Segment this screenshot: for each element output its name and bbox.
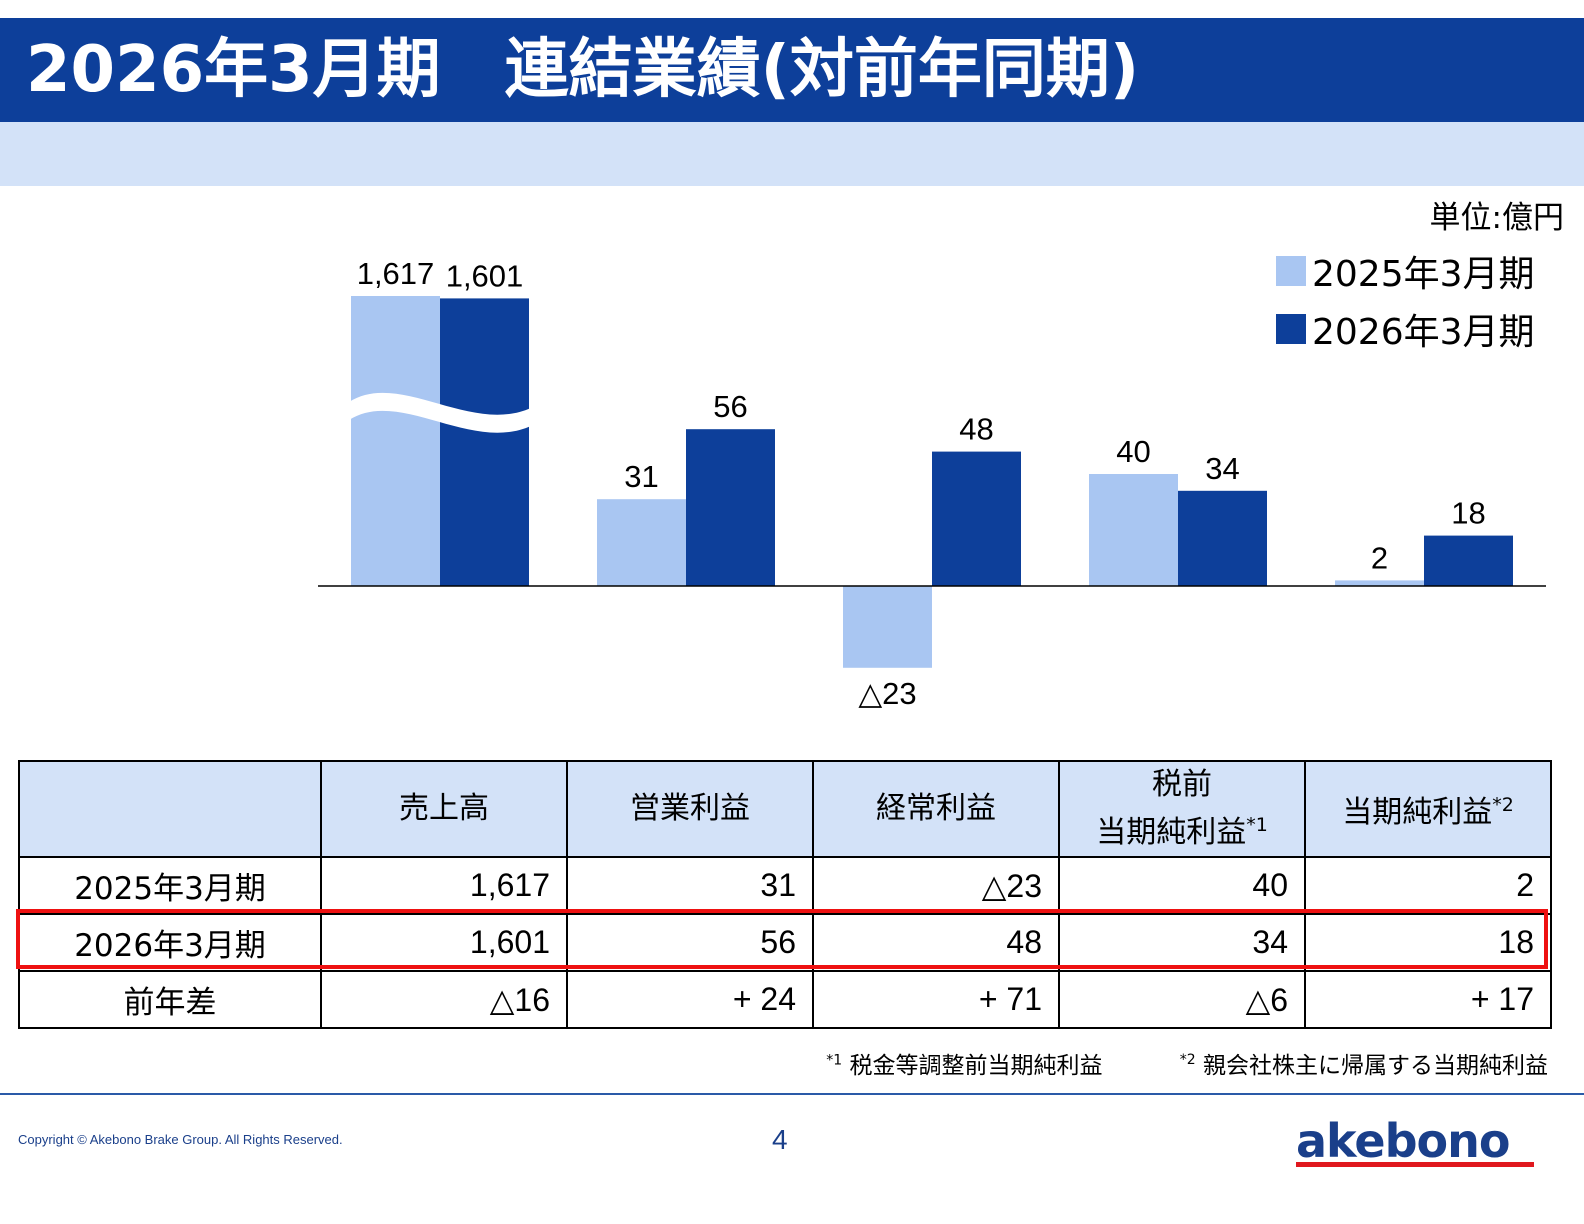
legend-label-2026: 2026年3月期: [1312, 312, 1535, 353]
cell-pretax-profit: 34: [1058, 913, 1306, 972]
bar-chart: 1,617 1,601 31 56 △23 48 40 34 2 18: [318, 256, 1546, 711]
title-bar: 2026年3月期 連結業績(対前年同期): [0, 18, 1584, 122]
copyright: Copyright © Akebono Brake Group. All Rig…: [18, 1132, 343, 1147]
page-title: 2026年3月期 連結業績(対前年同期): [26, 33, 1140, 107]
legend-swatch-2025: [1276, 256, 1306, 286]
bar-2025-2: [843, 586, 932, 668]
cell-pretax-profit: △6: [1058, 970, 1306, 1029]
bar-2025-0: [351, 296, 440, 586]
cell-sales: △16: [320, 970, 568, 1029]
cell-sales: 1,617: [320, 856, 568, 915]
table-row-2026: 2026年3月期 1,601 56 48 34 18: [18, 913, 1552, 972]
cell-operating-profit: 31: [566, 856, 814, 915]
header-footnote-mark: *1: [1246, 814, 1268, 836]
table-row-2025: 2025年3月期 1,617 31 △23 40 2: [18, 856, 1552, 915]
data-label: 18: [1451, 496, 1485, 531]
bar-2025-1: [597, 499, 686, 586]
cell-net-profit: + 17: [1304, 970, 1552, 1029]
header-operating-profit: 営業利益: [566, 760, 814, 858]
header-ordinary-profit: 経常利益: [812, 760, 1060, 858]
subtitle-band: [0, 122, 1584, 186]
data-label: 56: [713, 389, 747, 424]
bar-2025-3: [1089, 474, 1178, 586]
table-row-diff: 前年差 △16 + 24 + 71 △6 + 17: [18, 970, 1552, 1029]
cell-operating-profit: + 24: [566, 970, 814, 1029]
header-sales: 売上高: [320, 760, 568, 858]
bar-2026-4: [1424, 535, 1513, 586]
footnote-2: 親会社株主に帰属する当期純利益: [1203, 1053, 1548, 1079]
bar-2026-3: [1178, 490, 1267, 586]
logo-underline: [1296, 1162, 1534, 1167]
logo-wordmark: akebono: [1296, 1114, 1510, 1168]
data-label: 48: [959, 412, 993, 447]
cell-net-profit: 18: [1304, 913, 1552, 972]
footnote-2-mark: *2: [1179, 1052, 1196, 1069]
data-label: △23: [858, 676, 916, 711]
bar-2026-0: [440, 298, 529, 586]
legend-item-2026: 2026年3月期: [1276, 300, 1535, 358]
legend-swatch-2026: [1276, 314, 1306, 344]
data-label: 40: [1116, 434, 1150, 469]
header-footnote-mark: *2: [1492, 794, 1514, 816]
cell-pretax-profit: 40: [1058, 856, 1306, 915]
cell-sales: 1,601: [320, 913, 568, 972]
row-label: 2026年3月期: [18, 913, 322, 972]
axis-break-wave: [349, 392, 531, 433]
results-table: 売上高 営業利益 経常利益 税前 当期純利益*1 当期純利益*2 2025年3月期…: [18, 760, 1552, 1029]
header-net-profit: 当期純利益*2: [1304, 760, 1552, 858]
cell-ordinary-profit: 48: [812, 913, 1060, 972]
footnote-1: 税金等調整前当期純利益: [849, 1053, 1103, 1079]
page-number: 4: [772, 1124, 788, 1155]
footnotes: *1 税金等調整前当期純利益 *2 親会社株主に帰属する当期純利益: [826, 1046, 1548, 1080]
legend-item-2025: 2025年3月期: [1276, 242, 1535, 300]
header-pretax-profit: 税前 当期純利益*1: [1058, 760, 1306, 858]
cell-ordinary-profit: △23: [812, 856, 1060, 915]
data-label: 1,617: [357, 256, 435, 291]
bar-2025-4: [1335, 580, 1424, 586]
data-label: 1,601: [446, 258, 524, 293]
row-label: 2025年3月期: [18, 856, 322, 915]
bar-2026-1: [686, 429, 775, 586]
data-label: 34: [1205, 451, 1239, 486]
chart-legend: 2025年3月期 2026年3月期: [1276, 242, 1535, 358]
company-logo: akebono: [1296, 1114, 1534, 1168]
data-label: 31: [624, 459, 658, 494]
footnote-1-mark: *1: [826, 1052, 843, 1069]
cell-ordinary-profit: + 71: [812, 970, 1060, 1029]
cell-operating-profit: 56: [566, 913, 814, 972]
row-label: 前年差: [18, 970, 322, 1029]
table-header-row: 売上高 営業利益 経常利益 税前 当期純利益*1 当期純利益*2: [18, 760, 1552, 858]
header-corner: [18, 760, 322, 858]
unit-label: 単位:億円: [1429, 200, 1564, 236]
footer-divider: [0, 1093, 1584, 1095]
data-label: 2: [1371, 540, 1388, 575]
cell-net-profit: 2: [1304, 856, 1552, 915]
legend-label-2025: 2025年3月期: [1312, 254, 1535, 295]
bar-2026-2: [932, 451, 1021, 586]
